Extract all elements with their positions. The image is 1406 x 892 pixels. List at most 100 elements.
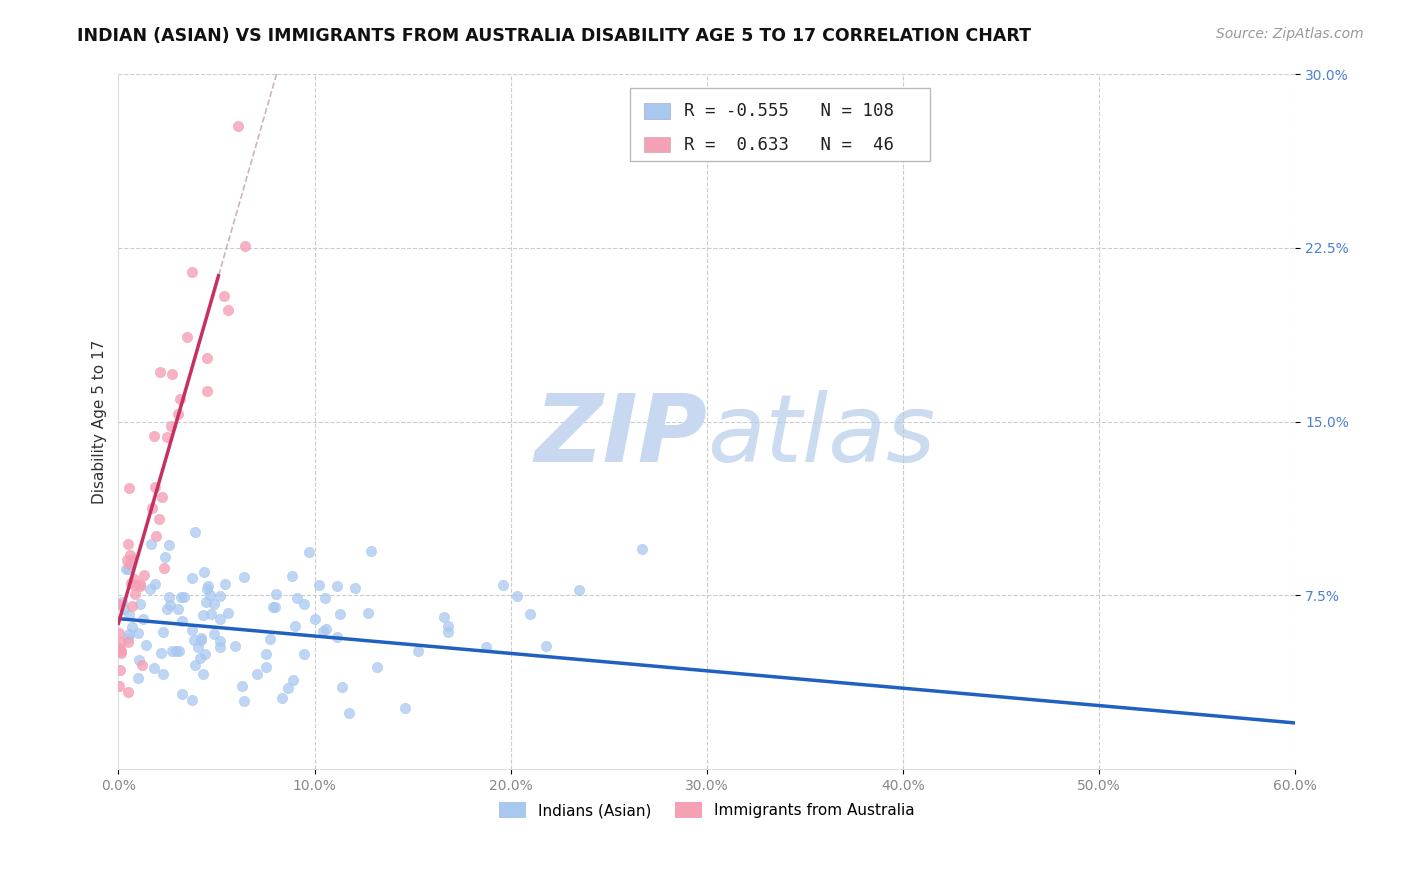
Point <box>308 578 330 592</box>
Point <box>180 265 202 279</box>
Text: R =  0.633   N =  46: R = 0.633 N = 46 <box>685 136 894 153</box>
Point <box>160 367 183 381</box>
Point <box>131 658 153 673</box>
Point <box>217 303 239 318</box>
Point <box>190 631 212 645</box>
Text: INDIAN (ASIAN) VS IMMIGRANTS FROM AUSTRALIA DISABILITY AGE 5 TO 17 CORRELATION C: INDIAN (ASIAN) VS IMMIGRANTS FROM AUSTRA… <box>77 27 1032 45</box>
Point <box>254 647 277 661</box>
Point <box>157 538 180 552</box>
Point <box>160 419 183 434</box>
Point <box>129 577 152 591</box>
Point <box>139 582 162 597</box>
Point <box>141 537 163 551</box>
Point <box>166 407 188 421</box>
Point <box>117 536 139 550</box>
Point <box>315 622 337 636</box>
Point <box>170 590 193 604</box>
Point <box>184 658 207 673</box>
Point <box>118 608 141 623</box>
Point <box>194 647 217 661</box>
Point <box>115 553 138 567</box>
Point <box>183 633 205 648</box>
Point <box>115 562 138 576</box>
Point <box>156 601 179 615</box>
Point <box>132 568 155 582</box>
Point <box>326 630 349 644</box>
Point <box>167 644 190 658</box>
Text: ZIP: ZIP <box>534 390 707 482</box>
Point <box>181 623 204 637</box>
Point <box>329 607 352 621</box>
Point <box>165 644 187 658</box>
Point <box>226 120 249 134</box>
Point <box>195 351 218 365</box>
Point <box>107 641 129 656</box>
Point <box>224 640 246 654</box>
Point <box>141 500 163 515</box>
Point <box>150 646 173 660</box>
Point <box>298 545 321 559</box>
Point <box>209 640 232 654</box>
Point <box>314 591 336 605</box>
Point <box>110 634 132 648</box>
Point <box>121 552 143 566</box>
Point <box>128 579 150 593</box>
Point <box>284 619 307 633</box>
Point <box>120 576 142 591</box>
Point <box>285 591 308 605</box>
Point <box>169 392 191 406</box>
Point <box>143 577 166 591</box>
Point <box>366 660 388 674</box>
Point <box>235 239 257 253</box>
Point <box>117 635 139 649</box>
Point <box>180 692 202 706</box>
Point <box>142 429 165 443</box>
Point <box>187 640 209 654</box>
Point <box>202 597 225 611</box>
Point <box>217 606 239 620</box>
Point <box>143 660 166 674</box>
Point <box>200 607 222 621</box>
Point <box>195 595 218 609</box>
Point <box>292 647 315 661</box>
Point <box>475 640 498 654</box>
Point <box>152 561 174 575</box>
Point <box>193 566 215 580</box>
Point <box>110 643 132 657</box>
Point <box>264 587 287 601</box>
Point <box>184 525 207 540</box>
Point <box>122 578 145 592</box>
Point <box>262 599 284 614</box>
Point <box>271 691 294 706</box>
Point <box>208 590 231 604</box>
Point <box>357 606 380 620</box>
Point <box>394 700 416 714</box>
Point <box>172 614 194 628</box>
Point <box>433 610 456 624</box>
Point <box>121 619 143 633</box>
Point <box>212 289 235 303</box>
Point <box>519 607 541 621</box>
Point <box>110 646 132 660</box>
Point <box>506 589 529 603</box>
Point <box>112 602 135 616</box>
Point <box>281 673 304 687</box>
Point <box>135 638 157 652</box>
Point <box>107 625 129 640</box>
Point <box>190 633 212 648</box>
Point <box>277 681 299 695</box>
Point <box>437 619 460 633</box>
Point <box>132 612 155 626</box>
Text: atlas: atlas <box>707 390 935 481</box>
Point <box>195 384 218 398</box>
Point <box>153 550 176 565</box>
Point <box>157 590 180 604</box>
Legend: Indians (Asian), Immigrants from Australia: Indians (Asian), Immigrants from Austral… <box>492 796 921 824</box>
Point <box>193 667 215 681</box>
Point <box>167 601 190 615</box>
Point <box>176 330 198 344</box>
Point <box>118 627 141 641</box>
Point <box>118 549 141 563</box>
Point <box>406 644 429 658</box>
Point <box>117 562 139 576</box>
